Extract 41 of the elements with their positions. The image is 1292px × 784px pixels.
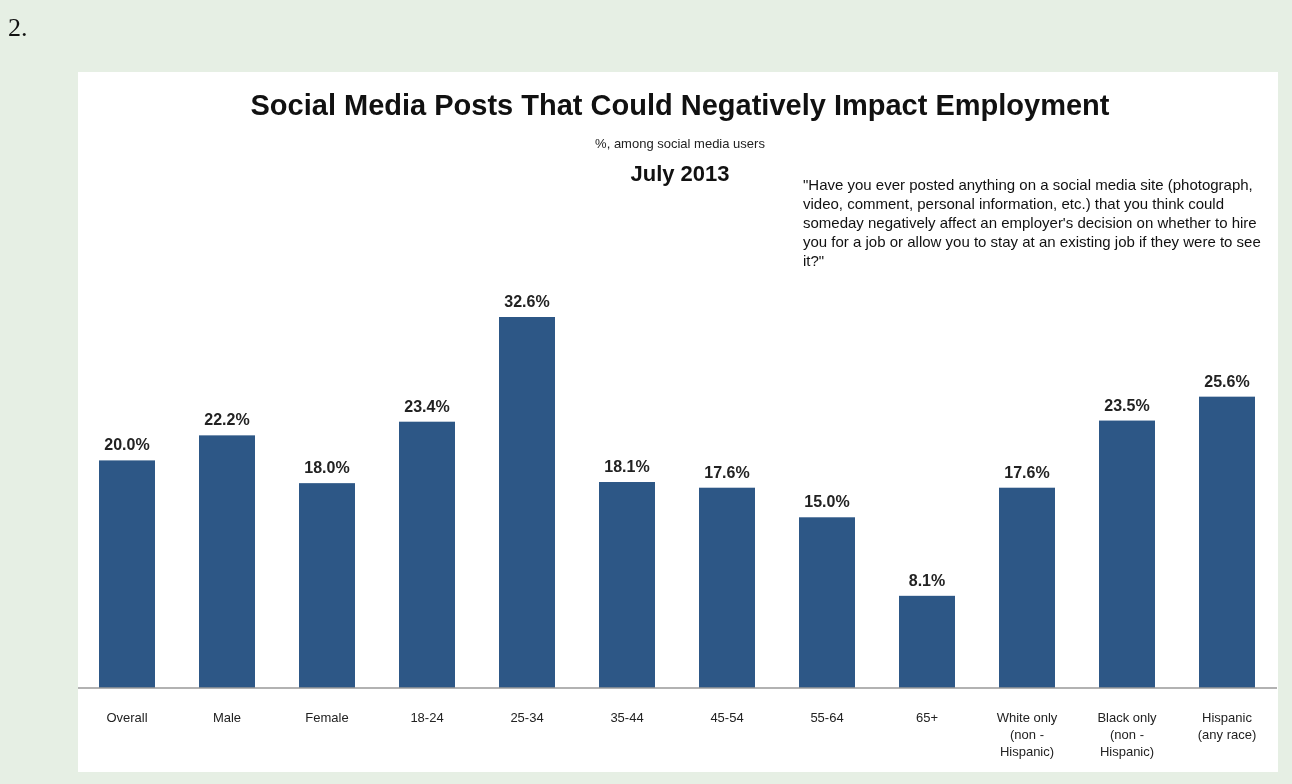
x-tick-label: Overall bbox=[106, 710, 148, 725]
data-label: 32.6% bbox=[504, 293, 550, 310]
x-tick-label: 35-44 bbox=[610, 710, 644, 725]
x-tick-label: Hispanic (any race) bbox=[1197, 710, 1257, 742]
x-tick-label: 25-34 bbox=[510, 710, 544, 725]
bar bbox=[99, 460, 155, 688]
bar bbox=[199, 435, 255, 688]
chart-title: Social Media Posts That Could Negatively Impact Employment bbox=[250, 89, 1110, 121]
x-tick-label: Black only (non - Hispanic) bbox=[1097, 710, 1158, 759]
text: 2. bbox=[8, 13, 28, 42]
text: July 2013 bbox=[630, 161, 730, 186]
bar bbox=[399, 421, 455, 688]
bar bbox=[299, 483, 355, 688]
data-label: 15.0% bbox=[804, 493, 850, 511]
data-label: 23.4% bbox=[404, 397, 450, 415]
data-label: 8.1% bbox=[908, 571, 946, 589]
data-label: 17.6% bbox=[1004, 463, 1050, 481]
x-tick-label: 65+ bbox=[915, 710, 939, 725]
data-label: 18.0% bbox=[304, 459, 350, 477]
x-tick-label: Male bbox=[212, 710, 242, 725]
bar bbox=[499, 317, 555, 688]
bar bbox=[599, 482, 655, 688]
data-label: 20.0% bbox=[104, 436, 150, 454]
chart-subtitle: %, among social media users bbox=[595, 136, 766, 151]
x-tick-label: Female bbox=[305, 710, 349, 725]
x-tick-label: White only (non - Hispanic) bbox=[996, 710, 1058, 759]
data-label: 23.5% bbox=[1104, 396, 1150, 414]
text: "Have you ever posted anything on a social media site (photograph, video, comment, personal information, etc.) that you think could someday negatively affect an employer's decision on whether to hire you for a job or allow you to stay at an existing job if they were to see it?" bbox=[803, 176, 1261, 270]
data-label: 17.6% bbox=[704, 463, 750, 481]
data-label: 22.2% bbox=[204, 411, 250, 429]
bar bbox=[1199, 396, 1255, 688]
bar bbox=[999, 487, 1055, 688]
bar bbox=[799, 517, 855, 688]
bar bbox=[699, 487, 755, 688]
bar bbox=[1099, 420, 1155, 688]
x-tick-label: 55-64 bbox=[810, 710, 844, 725]
data-label: 18.1% bbox=[604, 458, 650, 476]
bar bbox=[899, 595, 955, 688]
data-label: 25.6% bbox=[1204, 372, 1250, 390]
x-tick-label: 45-54 bbox=[710, 710, 744, 725]
x-tick-label: 18-24 bbox=[410, 710, 444, 725]
